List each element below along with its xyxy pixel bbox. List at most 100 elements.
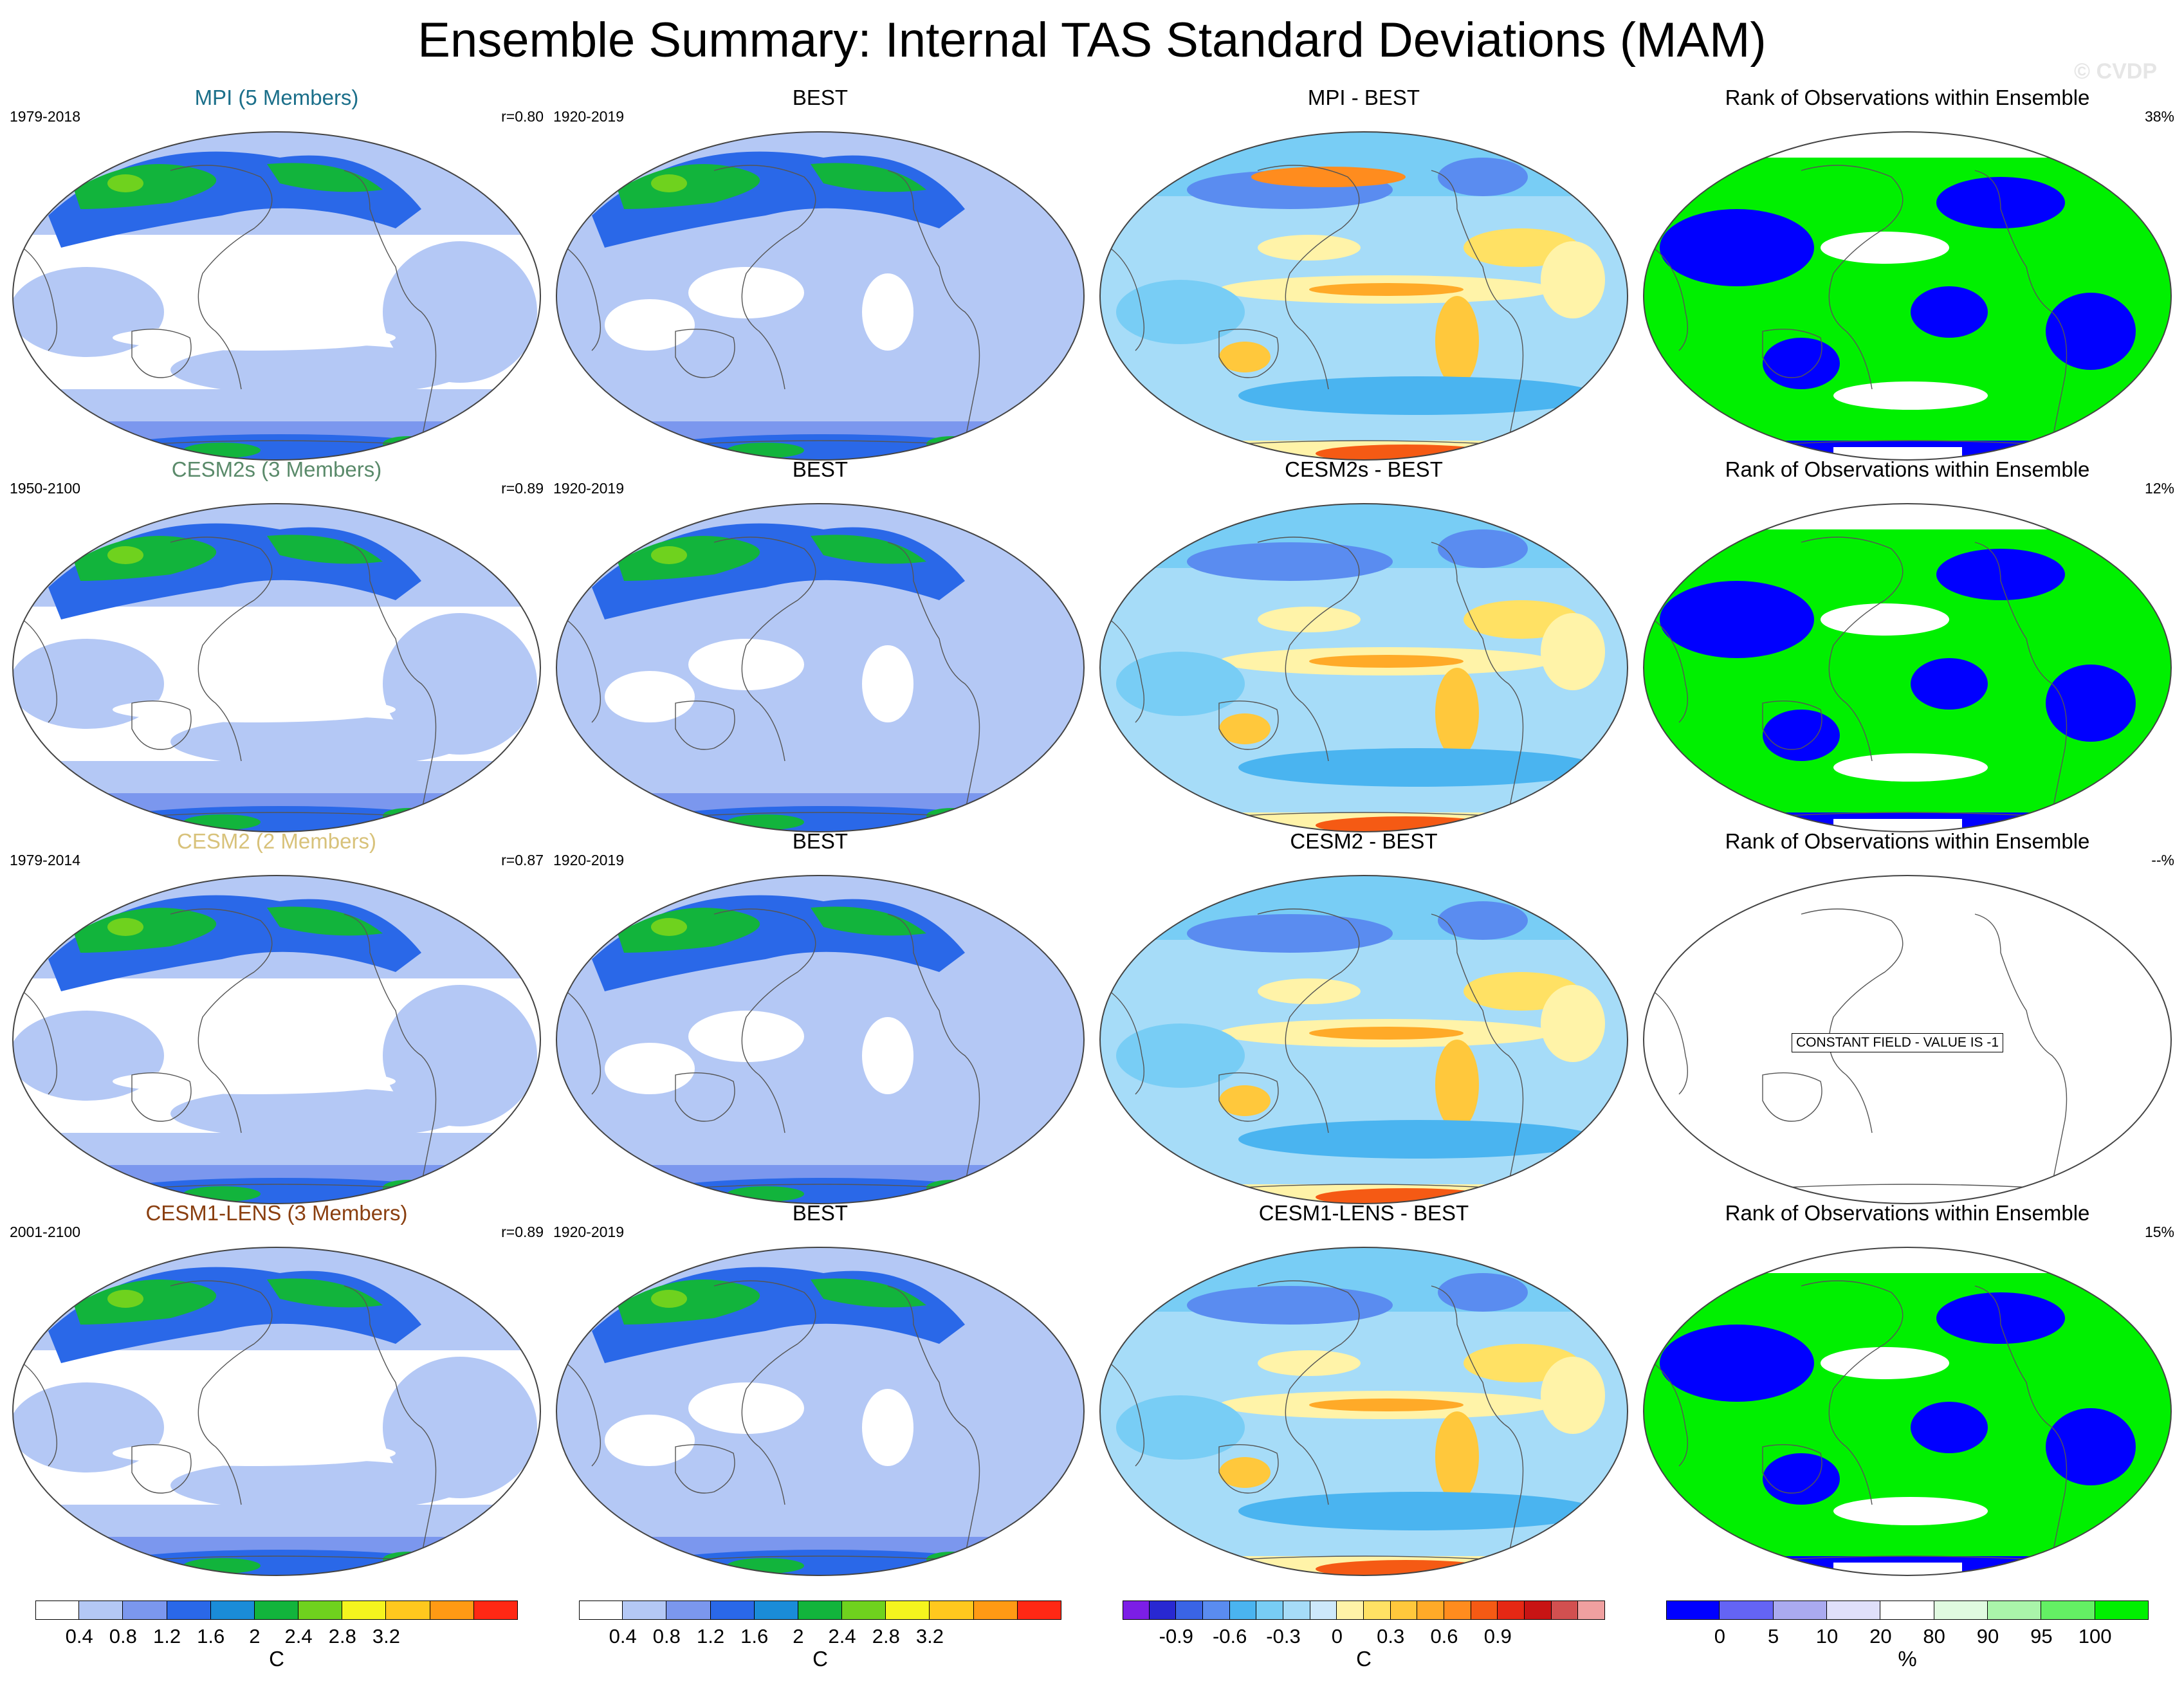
- colorbar-swatch: [1498, 1601, 1525, 1620]
- diff-negative: [1187, 542, 1393, 581]
- map-obs-row4: [555, 1247, 1085, 1576]
- stdev-south-green: [727, 1558, 804, 1573]
- colorbar-swatch: [886, 1601, 930, 1620]
- coastline-australia: [1218, 329, 1279, 378]
- stdev-peak-north: [651, 546, 687, 564]
- colorbar-swatch: [973, 1601, 1018, 1620]
- rank-low: [1911, 658, 1988, 710]
- map-model-row4: [12, 1247, 542, 1576]
- colorbar-swatch: [623, 1601, 667, 1620]
- colorbar-tick-label: 100: [2078, 1625, 2112, 1647]
- colorbar-tick-label: 0.9: [1483, 1625, 1512, 1647]
- panel-title: BEST: [792, 86, 849, 109]
- diff-negative: [1438, 1273, 1528, 1312]
- globe-outline: [555, 875, 1085, 1204]
- diff-positive-land: [1435, 1040, 1479, 1130]
- rank-low: [1911, 286, 1988, 338]
- colorbar-swatch: [579, 1601, 623, 1620]
- stdev-low-band: [113, 697, 396, 722]
- colorbar-tick-label: 0.8: [109, 1625, 137, 1647]
- coastline-americas: [887, 542, 980, 813]
- colorbar-rank: 0 5 10 20 80 90 95 100%: [1666, 1601, 2149, 1678]
- panel-obs-row1: BEST 1920-2019: [553, 86, 1087, 476]
- stdev-green-north: [267, 163, 383, 192]
- panel-model-row1: MPI (5 Members) 1979-2018 r=0.80: [10, 86, 544, 476]
- colorbar-tick-label: 0.4: [609, 1625, 637, 1647]
- panel-rank-row1: Rank of Observations within Ensemble 38%: [1640, 86, 2174, 476]
- stdev-green-north: [618, 1280, 760, 1325]
- map-diff-row1: [1099, 131, 1629, 461]
- coastline-africa: [1109, 1362, 1145, 1467]
- globe-outline: [555, 1247, 1085, 1576]
- colorbar-swatch: [1720, 1601, 1774, 1620]
- stdev-peak-north: [107, 918, 143, 936]
- panel-title: Rank of Observations within Ensemble: [1725, 86, 2090, 109]
- colorbar-swatch: [1123, 1601, 1150, 1620]
- diff-positive-band-core: [1309, 655, 1464, 668]
- colorbar-swatch: [473, 1601, 518, 1620]
- coastline-australia: [1218, 1072, 1279, 1122]
- stdev-south-peak: [414, 440, 429, 448]
- stdev-low-region: [862, 645, 913, 722]
- globe-outline: [1099, 875, 1629, 1204]
- coastline-africa: [565, 1362, 601, 1467]
- coastline-asia: [1801, 537, 1904, 762]
- colorbar-swatch: [1337, 1601, 1364, 1620]
- colorbar-tick-label: 1.2: [696, 1625, 725, 1647]
- colorbar-swatch: [1310, 1601, 1337, 1620]
- panel-title: BEST: [792, 457, 849, 481]
- stdev-low-band: [151, 627, 383, 650]
- colorbar-swatch: [710, 1601, 755, 1620]
- map-obs-row2: [555, 503, 1085, 832]
- rank-low: [1763, 710, 1840, 761]
- map-diff-row4: [1099, 1247, 1629, 1576]
- coastline-asia: [713, 908, 816, 1133]
- coastline-americas: [1974, 1285, 2068, 1557]
- rank-white-north: [1644, 1247, 2171, 1273]
- colorbar-tick-label: 3.2: [372, 1625, 401, 1647]
- colorbar-swatch: [1988, 1601, 2042, 1620]
- colorbar-swatch: [1471, 1601, 1498, 1620]
- colorbar-frame: [35, 1601, 518, 1620]
- colorbar-tick-label: 2.8: [328, 1625, 356, 1647]
- colorbar-swatch: [123, 1601, 167, 1620]
- rank-white: [1833, 753, 1988, 782]
- diff-positive: [1258, 1350, 1361, 1376]
- panel-title: CESM1-LENS - BEST: [1258, 1201, 1469, 1225]
- coastline-africa: [565, 619, 601, 723]
- coastline-africa: [1109, 247, 1145, 351]
- stdev-south-green: [727, 814, 804, 830]
- coastline-australia: [1762, 329, 1822, 378]
- map-diff-row2: [1099, 503, 1629, 832]
- stdev-south-green: [183, 443, 261, 458]
- diff-negative-south: [1238, 376, 1599, 415]
- colorbar-units: C: [1356, 1647, 1372, 1671]
- colorbar-swatch: [1256, 1601, 1283, 1620]
- globe-outline: [1642, 1247, 2172, 1576]
- panel-title: CESM2 (2 Members): [177, 829, 376, 853]
- coastline-australia: [675, 1444, 735, 1494]
- rank-percentage: 15%: [2144, 1224, 2174, 1240]
- rank-percentage: 38%: [2144, 108, 2174, 125]
- colorbar-swatch: [1934, 1601, 1988, 1620]
- colorbar-swatch: [1880, 1601, 1934, 1620]
- colorbar-swatch: [298, 1601, 343, 1620]
- stdev-low-region: [605, 671, 695, 722]
- colorbar-swatch: [1525, 1601, 1552, 1620]
- stdev-green-north: [811, 906, 926, 936]
- stdev-green-north: [811, 535, 926, 564]
- stdev-low-band: [151, 1371, 383, 1394]
- map-rank-row4: [1642, 1247, 2172, 1576]
- colorbar-tick-label: 0.4: [65, 1625, 93, 1647]
- stdev-south-green: [183, 1558, 261, 1573]
- diff-positive-land: [1435, 668, 1479, 758]
- coastline-australia: [675, 701, 735, 750]
- figure-title: Ensemble Summary: Internal TAS Standard …: [418, 13, 1766, 68]
- diff-positive: [1258, 978, 1361, 1004]
- coastline-asia: [713, 165, 816, 390]
- rank-low: [1660, 1325, 1814, 1402]
- colorbar-tick-label: 0.3: [1377, 1625, 1405, 1647]
- colorbar-swatch: [2041, 1601, 2095, 1620]
- colorbar-difference: -0.9 -0.6 -0.3 0 0.3 0.6 0.9 C: [1123, 1601, 1605, 1678]
- coastline-africa: [22, 247, 58, 351]
